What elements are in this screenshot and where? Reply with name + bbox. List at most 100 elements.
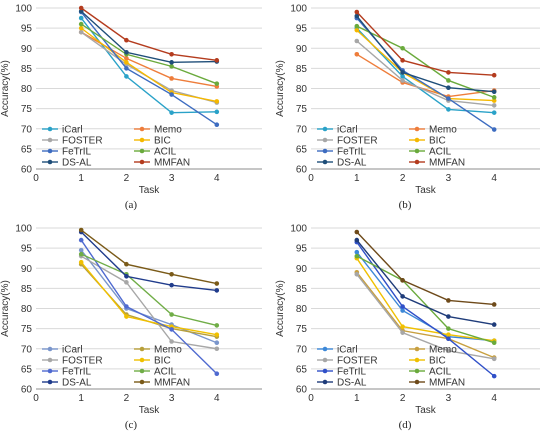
y-tick-label: 75 bbox=[296, 104, 308, 115]
series-line-DS-AL bbox=[356, 15, 495, 93]
x-tick-label: 1 bbox=[78, 173, 84, 184]
y-tick-label: 85 bbox=[296, 284, 308, 295]
y-tick-label: 95 bbox=[21, 24, 33, 35]
legend-label-iCarl: iCarl bbox=[337, 345, 358, 356]
y-tick-label: 85 bbox=[21, 64, 33, 75]
y-tick-label: 70 bbox=[21, 344, 33, 355]
y-tick-label: 100 bbox=[15, 4, 32, 15]
data-point-ACIL bbox=[214, 323, 220, 328]
legend-label-BIC: BIC bbox=[429, 136, 446, 147]
y-axis-label: Accuracy(%) bbox=[0, 280, 11, 337]
data-point-MMFAN bbox=[491, 302, 497, 307]
subfigure-caption: (a) bbox=[125, 199, 138, 211]
legend-marker-Memo bbox=[414, 126, 420, 132]
data-point-iCarl bbox=[354, 249, 360, 255]
data-point-DS-AL bbox=[354, 237, 360, 243]
y-tick-label: 80 bbox=[21, 84, 33, 95]
data-point-MMFAN bbox=[78, 227, 84, 233]
x-tick-label: 2 bbox=[124, 393, 130, 404]
legend-label-Memo: Memo bbox=[154, 125, 182, 136]
data-point-iCarl bbox=[124, 74, 129, 79]
x-tick-label: 2 bbox=[124, 173, 130, 184]
data-point-FOSTER bbox=[354, 271, 360, 277]
legend-marker-DS-AL bbox=[322, 379, 328, 385]
data-point-FeTrIL bbox=[124, 304, 129, 309]
data-point-BIC bbox=[400, 324, 405, 329]
legend-marker-FOSTER bbox=[47, 357, 53, 363]
legend-label-FOSTER: FOSTER bbox=[337, 356, 378, 367]
legend-marker-FeTrIL bbox=[47, 148, 53, 154]
y-tick-label: 60 bbox=[296, 165, 308, 176]
data-point-ACIL bbox=[491, 95, 497, 100]
x-tick-label: 1 bbox=[78, 393, 84, 404]
series-line-ACIL bbox=[80, 253, 217, 327]
chart-panel-3: 60 65 70 75 80 85 90 95 100 0 1 2 3 4 Task Accuracy(%) i… bbox=[0, 224, 262, 431]
data-point-DS-AL bbox=[169, 282, 174, 288]
data-point-iCarl bbox=[214, 109, 220, 115]
data-point-ACIL bbox=[78, 251, 84, 257]
legend-label-FeTrIL: FeTrIL bbox=[337, 367, 367, 378]
legend-label-FOSTER: FOSTER bbox=[337, 136, 378, 147]
y-tick-label: 85 bbox=[296, 64, 308, 75]
legend-label-FeTrIL: FeTrIL bbox=[62, 367, 92, 378]
x-tick-label: 3 bbox=[169, 393, 175, 404]
series-line-iCarl bbox=[80, 249, 218, 344]
x-tick-label: 0 bbox=[308, 393, 314, 404]
legend-marker-ACIL bbox=[139, 368, 145, 374]
legend-marker-MMFAN bbox=[139, 159, 145, 165]
legend-marker-MMFAN bbox=[414, 379, 420, 385]
y-tick-label: 95 bbox=[296, 244, 308, 255]
data-point-BIC bbox=[124, 314, 129, 319]
legend-label-Memo: Memo bbox=[154, 345, 182, 356]
legend-label-MMFAN: MMFAN bbox=[429, 378, 465, 389]
data-point-DS-AL bbox=[124, 274, 129, 279]
data-point-DS-AL bbox=[169, 60, 174, 65]
data-point-iCarl bbox=[491, 110, 497, 115]
x-tick-label: 4 bbox=[491, 393, 497, 404]
legend-marker-iCarl bbox=[322, 126, 328, 132]
data-point-ACIL bbox=[169, 64, 174, 69]
legend-label-Memo: Memo bbox=[429, 345, 457, 356]
series-line-Memo bbox=[356, 53, 495, 98]
legend-label-FeTrIL: FeTrIL bbox=[62, 147, 92, 158]
data-point-MMFAN bbox=[214, 281, 220, 286]
x-tick-label: 0 bbox=[33, 393, 39, 404]
data-point-MMFAN bbox=[169, 51, 174, 57]
y-tick-label: 80 bbox=[296, 304, 308, 315]
x-tick-label: 0 bbox=[308, 173, 314, 184]
data-point-BIC bbox=[124, 60, 129, 65]
data-point-MMFAN bbox=[124, 37, 129, 43]
data-point-DS-AL bbox=[214, 288, 220, 293]
legend-marker-ACIL bbox=[414, 368, 420, 374]
y-tick-label: 100 bbox=[290, 4, 307, 15]
x-tick-label: 1 bbox=[354, 173, 360, 184]
data-point-iCarl bbox=[214, 340, 220, 346]
x-axis-label: Task bbox=[139, 405, 161, 416]
data-point-FOSTER bbox=[354, 38, 360, 44]
y-tick-label: 65 bbox=[21, 144, 33, 155]
x-tick-label: 4 bbox=[491, 173, 497, 184]
series-line-Memo bbox=[80, 263, 217, 338]
chart-panel-2: 60 65 70 75 80 85 90 95 100 0 1 2 3 4 Task Accuracy(%) i… bbox=[275, 4, 540, 211]
data-point-BIC bbox=[78, 25, 84, 31]
data-point-FOSTER bbox=[78, 29, 84, 35]
series-line-FeTrIL bbox=[356, 241, 495, 377]
data-point-iCarl bbox=[78, 247, 84, 253]
x-axis-label: Task bbox=[415, 185, 437, 196]
data-point-DS-AL bbox=[124, 49, 129, 55]
series-line-MMFAN bbox=[80, 7, 217, 62]
y-tick-label: 60 bbox=[21, 165, 33, 176]
legend-marker-DS-AL bbox=[47, 379, 53, 385]
legend-label-ACIL: ACIL bbox=[429, 147, 452, 158]
y-tick-label: 90 bbox=[21, 264, 33, 275]
series-line-FeTrIL bbox=[80, 239, 218, 375]
legend-marker-iCarl bbox=[47, 126, 53, 132]
legend-marker-BIC bbox=[139, 357, 145, 363]
legend-marker-FOSTER bbox=[322, 357, 328, 363]
data-point-FeTrIL bbox=[491, 373, 497, 379]
y-tick-label: 70 bbox=[21, 124, 33, 135]
subfigure-caption: (b) bbox=[399, 199, 412, 211]
y-tick-label: 80 bbox=[21, 304, 33, 315]
data-point-FOSTER bbox=[214, 346, 220, 352]
